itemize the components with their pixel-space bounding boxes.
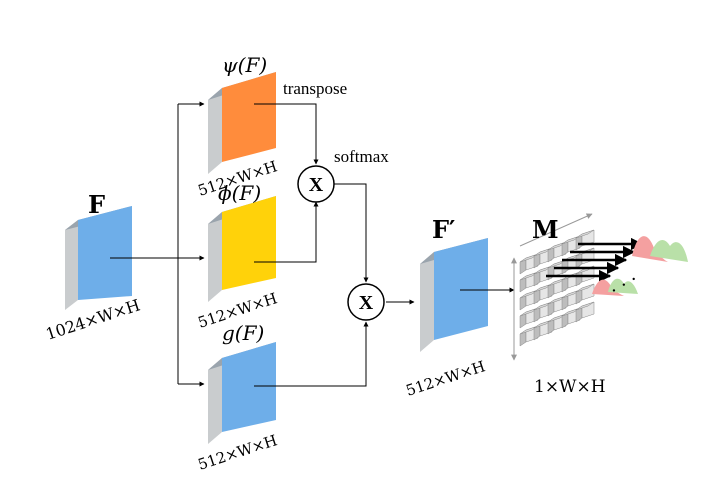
output-feature-face	[434, 238, 488, 340]
psi-feature-face	[222, 72, 276, 162]
g-feature-label: g(F)	[222, 321, 264, 345]
phi-feature-face	[222, 196, 276, 290]
memory-label: M	[532, 215, 559, 244]
multiply-operator-2: X	[347, 283, 385, 321]
memory-cell	[575, 283, 595, 305]
memory-width-arrow	[519, 213, 593, 247]
output-feature-dims: 512×W×H	[404, 357, 488, 400]
phi-feature-block: ϕ(F) 512×W×H	[196, 181, 280, 332]
memory-dims: 1×W×H	[534, 377, 606, 397]
distribution-peaks	[592, 236, 688, 296]
input-feature-label: F	[88, 190, 105, 219]
softmax-label: softmax	[334, 147, 389, 166]
g-feature-block: g(F) 512×W×H	[196, 321, 280, 474]
output-feature-label: F′	[432, 215, 455, 244]
memory-cell	[575, 301, 595, 323]
connections	[110, 101, 515, 387]
multiply-operator-1-symbol: X	[309, 174, 324, 196]
ellipsis-dots: · · ·	[607, 269, 642, 301]
input-feature-block: F 1024×W×H	[43, 190, 142, 344]
multiply-operator-2-symbol: X	[359, 292, 374, 314]
multiply-operator-1: X	[297, 165, 335, 203]
output-feature-block: F′ 512×W×H	[404, 215, 488, 400]
memory-cell-grid	[519, 229, 595, 347]
psi-feature-block: ψ(F) 512×W×H	[196, 53, 280, 200]
memory-block: M 1×W×H · · ·	[511, 213, 688, 397]
memory-cell	[575, 229, 595, 251]
input-feature-dims: 1024×W×H	[43, 295, 142, 343]
memory-cell	[547, 295, 567, 317]
phi-feature-label: ϕ(F)	[218, 181, 261, 205]
psi-feature-label: ψ(F)	[222, 53, 267, 77]
g-feature-face	[222, 342, 276, 432]
memory-cell	[547, 313, 567, 335]
input-feature-face	[78, 206, 132, 300]
retrieval-arrows	[546, 237, 644, 283]
transpose-label: transpose	[283, 79, 347, 98]
